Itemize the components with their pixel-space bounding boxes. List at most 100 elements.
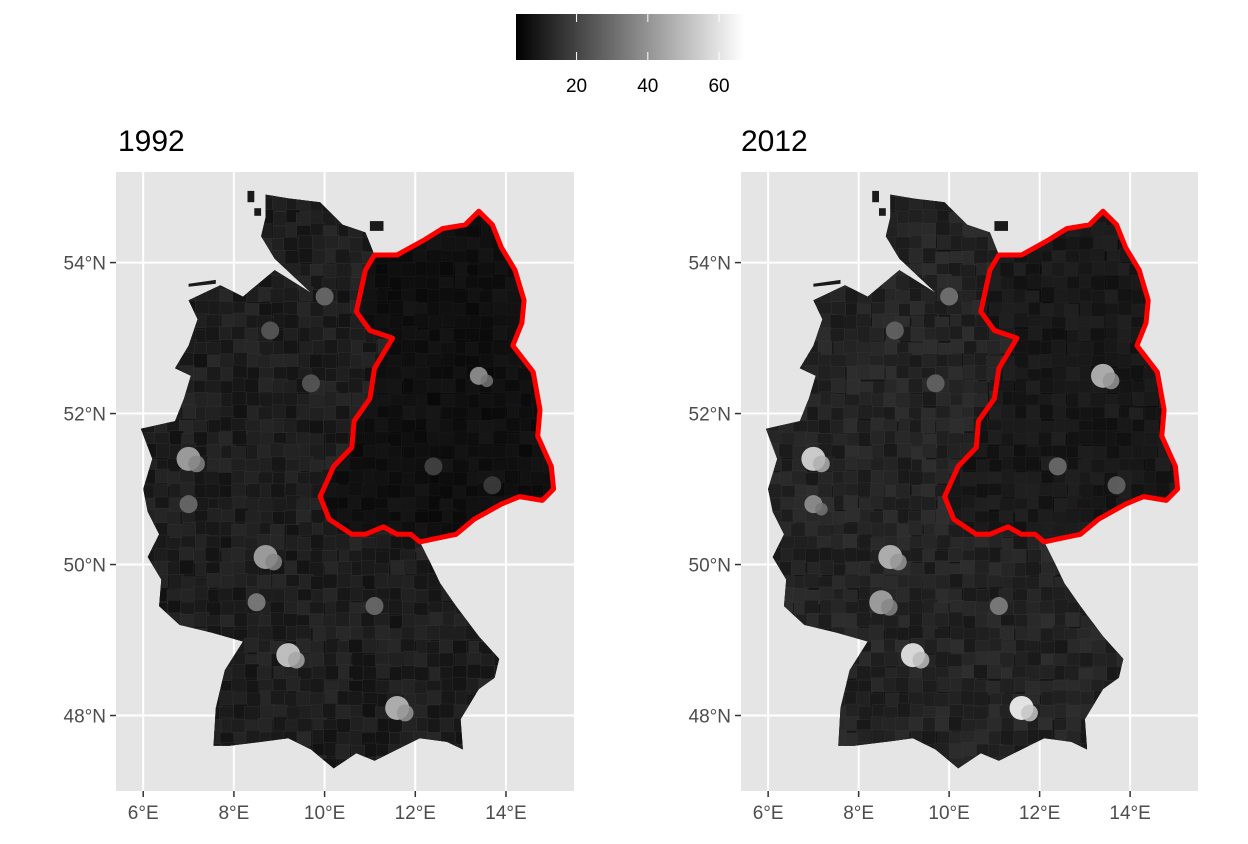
district-cell — [830, 354, 845, 369]
district-cell — [870, 365, 885, 380]
district-cell — [376, 533, 391, 549]
district-cell — [908, 248, 924, 263]
legend-colorbar — [516, 14, 744, 60]
district-cell — [231, 391, 247, 406]
district-cell — [922, 209, 938, 224]
district-cell — [1196, 341, 1210, 355]
district-cell — [179, 469, 194, 484]
district-cell — [193, 598, 209, 614]
district-cell — [312, 250, 327, 265]
district-cell — [247, 430, 262, 446]
district-cell — [336, 732, 352, 747]
district-cell — [323, 728, 338, 744]
hotspot-halo — [912, 651, 930, 669]
district-cell — [974, 612, 990, 628]
district-cell — [206, 342, 222, 357]
district-cell — [896, 442, 912, 458]
district-cell — [790, 523, 806, 539]
district-cell — [894, 717, 910, 732]
district-cell — [298, 248, 314, 263]
district-cell — [1025, 456, 1040, 472]
hotspot-nuremberg — [365, 597, 384, 616]
district-cell — [336, 652, 351, 667]
district-cell — [156, 443, 171, 458]
district-cell — [950, 222, 965, 237]
district-cell — [335, 405, 350, 420]
district-cell — [336, 289, 352, 305]
district-cell — [309, 393, 324, 409]
district-cell — [870, 573, 885, 589]
district-cell — [1080, 691, 1096, 706]
district-cell — [870, 652, 886, 667]
y-tick-label: 54°N — [689, 254, 731, 275]
hotspot-halo — [287, 651, 305, 669]
district-cell — [894, 392, 910, 407]
district-cell — [959, 560, 975, 575]
district-cell — [829, 314, 845, 329]
district-cell — [830, 407, 846, 423]
district-cell — [1013, 599, 1028, 615]
district-cell — [505, 417, 521, 432]
district-cell — [259, 704, 275, 720]
district-cell — [193, 585, 209, 601]
district-cell — [336, 419, 351, 435]
district-cell — [231, 326, 246, 341]
district-cell — [869, 327, 885, 342]
district-cell — [258, 625, 273, 641]
district-cell — [908, 717, 924, 732]
district-cell — [284, 444, 299, 459]
district-cell — [950, 339, 965, 354]
district-cell — [973, 572, 989, 588]
district-cell — [1197, 277, 1211, 291]
district-cell — [845, 507, 860, 523]
district-cell — [298, 521, 314, 537]
district-cell — [1052, 586, 1068, 601]
district-cell — [1000, 404, 1015, 420]
district-cell — [817, 404, 833, 420]
district-cell — [830, 366, 846, 381]
district-cell — [284, 250, 300, 265]
district-cell — [922, 247, 938, 263]
district-cell — [309, 443, 325, 459]
district-cell — [907, 574, 923, 590]
hotspot-hannover — [926, 374, 945, 393]
district-cell — [231, 677, 246, 693]
district-cell — [335, 744, 351, 759]
district-cell — [1064, 262, 1079, 277]
district-cell — [1143, 391, 1159, 406]
district-cell — [325, 235, 340, 250]
district-cell — [883, 471, 899, 486]
district-cell — [935, 405, 951, 420]
district-cell — [987, 716, 1002, 732]
district-cell — [477, 261, 493, 277]
district-cell — [974, 729, 989, 745]
district-cell — [246, 392, 261, 408]
district-cell — [1079, 652, 1095, 667]
island — [872, 190, 879, 203]
district-cell — [961, 677, 976, 693]
district-cell — [1027, 613, 1042, 629]
district-cell — [388, 599, 403, 615]
district-cell — [245, 729, 261, 745]
district-cell — [296, 483, 312, 499]
district-cell — [426, 640, 442, 656]
district-cell — [337, 339, 352, 354]
district-cell — [322, 354, 337, 369]
district-cell — [921, 613, 937, 628]
district-cell — [572, 781, 586, 795]
district-cell — [1040, 705, 1055, 720]
district-cell — [922, 573, 938, 589]
district-cell — [283, 391, 298, 407]
district-cell — [883, 510, 898, 525]
district-cell — [233, 352, 248, 367]
x-tick-label: 6°E — [753, 803, 784, 824]
panel-title: 2012 — [741, 125, 808, 158]
district-cell — [467, 664, 482, 679]
district-cell — [1197, 419, 1211, 433]
district-cell — [246, 692, 261, 708]
district-cell — [361, 678, 377, 694]
hotspot-halo — [188, 455, 205, 473]
hotspot-leipzig — [1048, 457, 1067, 476]
district-cell — [845, 703, 860, 719]
district-cell — [805, 472, 820, 487]
